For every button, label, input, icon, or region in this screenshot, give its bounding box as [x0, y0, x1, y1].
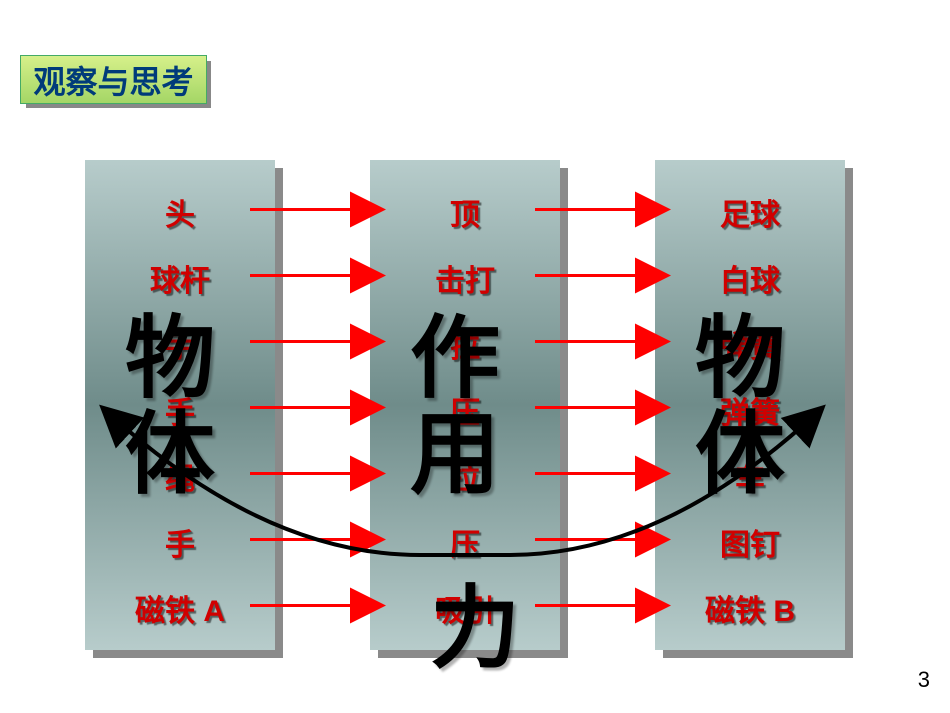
slide-stage: 观察与思考 头顶足球球杆击打白球手拉弹簧手压弹簧绳拉车手压图钉磁铁 A吸引磁铁 …: [0, 0, 950, 713]
overlay-0: 物体: [95, 310, 225, 502]
overlay-2: 作用: [380, 310, 510, 502]
left-label-5: 手: [165, 520, 195, 564]
title-badge: 观察与思考: [20, 55, 207, 104]
right-label-5: 图钉: [720, 520, 780, 564]
left-label-0: 头: [165, 190, 195, 234]
page-number: 3: [918, 667, 930, 693]
title-badge-text: 观察与思考: [33, 57, 193, 103]
mid-label-0: 顶: [450, 190, 480, 234]
left-label-6: 磁铁 A: [135, 586, 225, 630]
overlay-3: 力: [430, 555, 520, 685]
overlay-1: 物体: [665, 310, 795, 502]
right-label-0: 足球: [720, 190, 780, 234]
right-label-1: 白球: [720, 256, 780, 300]
mid-label-1: 击打: [435, 256, 495, 300]
left-label-1: 球杆: [150, 256, 210, 300]
right-label-6: 磁铁 B: [705, 586, 795, 630]
